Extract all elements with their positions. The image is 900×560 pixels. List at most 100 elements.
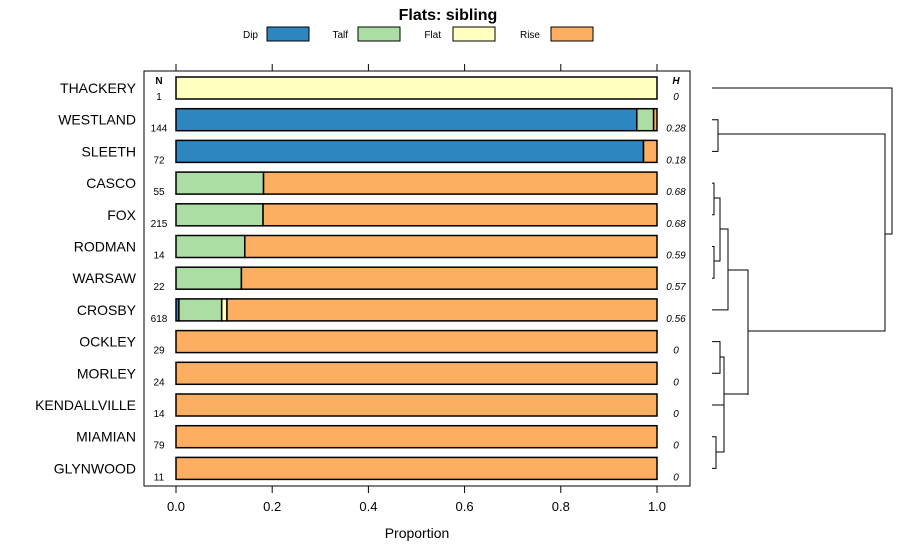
row-n-value: 24	[153, 377, 165, 388]
bar-segment-rise	[175, 424, 658, 449]
row-h-value: 0.59	[666, 251, 686, 262]
row-n-value: 55	[153, 187, 165, 198]
x-axis: 0.0 0.2 0.4 0.6 0.8 1.0	[167, 486, 666, 514]
dendrogram-branch	[712, 182, 715, 216]
bar-segment-rise	[226, 298, 658, 322]
dendrogram-branch	[720, 356, 725, 430]
row-casco: CASCO 55 0.68	[86, 171, 686, 198]
dendrogram-branch	[712, 246, 715, 279]
bar-segment-rise	[262, 171, 658, 195]
row-h-value: 0	[673, 377, 679, 388]
n-column-header: N	[155, 76, 162, 87]
row-morley: MORLEY 24 0	[77, 361, 679, 388]
row-h-value: 0.56	[666, 314, 686, 325]
row-label: WESTLAND	[58, 112, 136, 128]
bar-segment-rise	[652, 107, 658, 132]
row-label: CROSBY	[77, 302, 137, 318]
row-westland: WESTLAND 144 0.28	[58, 107, 686, 135]
legend-swatch-talf	[357, 26, 401, 42]
h-column-header: H	[672, 76, 680, 87]
x-tick-label: 0.0	[167, 499, 185, 514]
row-fox: FOX 215 0.68	[107, 203, 686, 230]
row-h-value: 0	[673, 441, 679, 452]
bar-segment-rise	[175, 361, 658, 386]
row-n-value: 79	[153, 441, 165, 452]
row-n-value: 1	[156, 92, 162, 103]
row-rodman: RODMAN 14 0.59	[74, 234, 686, 262]
row-h-value: 0.68	[666, 219, 686, 230]
row-kendallville: KENDALLVILLE 14 0	[35, 393, 679, 420]
row-ockley: OCKLEY 29 0	[79, 329, 679, 357]
row-label: WARSAW	[72, 270, 136, 286]
row-h-value: 0	[673, 92, 679, 103]
x-tick-label: 0.8	[552, 499, 570, 514]
top-axis-ticks	[175, 64, 658, 71]
row-n-value: 29	[153, 346, 165, 357]
bar-segment-talf	[636, 107, 655, 132]
x-tick-label: 0.4	[359, 499, 377, 514]
dendrogram-branch	[718, 133, 886, 332]
legend-label-rise: Rise	[520, 30, 540, 41]
row-label: THACKERY	[60, 80, 137, 96]
bar-segment-rise	[642, 139, 658, 164]
dendrogram	[712, 87, 893, 469]
dendrogram-branch	[712, 436, 717, 469]
row-n-value: 22	[153, 282, 165, 293]
bar-segment-flat	[220, 298, 228, 322]
legend-swatch-dip	[266, 26, 310, 42]
bar-segment-talf	[175, 203, 264, 227]
row-n-value: 14	[153, 251, 165, 262]
bar-segment-talf	[175, 234, 246, 259]
x-tick-label: 0.2	[263, 499, 281, 514]
bar-segment-rise	[175, 329, 658, 354]
bar-segment-rise	[240, 266, 658, 290]
legend-label-dip: Dip	[243, 30, 258, 41]
row-thackery: THACKERY 1 0	[60, 76, 679, 103]
row-h-value: 0.28	[666, 124, 686, 135]
legend: Dip Talf Flat Rise	[243, 26, 594, 42]
row-crosby: CROSBY 618 0.56	[77, 298, 686, 325]
x-tick-label: 1.0	[648, 499, 666, 514]
dendrogram-branch	[728, 269, 749, 395]
bar-segment-talf	[178, 298, 223, 322]
bar-segment-flat	[175, 76, 658, 100]
row-label: OCKLEY	[79, 334, 136, 350]
row-n-value: 72	[153, 155, 165, 166]
bar-segment-rise	[175, 393, 658, 417]
bar-segment-dip	[175, 139, 645, 164]
row-label: KENDALLVILLE	[35, 397, 136, 413]
legend-swatch-flat	[452, 26, 496, 42]
bar-rows: THACKERY 1 0 WESTLAND 144 0.28 SLEETH 72 0.18 CAS…	[35, 76, 686, 483]
bar-segment-rise	[262, 203, 658, 227]
row-label: FOX	[107, 207, 136, 223]
row-label: MIAMIAN	[76, 429, 136, 445]
row-h-value: 0	[673, 472, 679, 483]
plot-frame	[143, 70, 691, 487]
row-n-value: 215	[151, 219, 168, 230]
bar-segment-talf	[175, 266, 243, 290]
row-label: SLEETH	[82, 143, 136, 159]
row-label: CASCO	[86, 175, 136, 191]
row-warsaw: WARSAW 22 0.57	[72, 266, 686, 293]
row-label: GLYNWOOD	[54, 460, 136, 476]
dendrogram-branch	[714, 197, 721, 262]
dendrogram-branch	[712, 404, 725, 453]
x-axis-label: Proportion	[385, 525, 450, 541]
row-n-value: 14	[153, 409, 165, 420]
row-h-value: 0.57	[666, 282, 686, 293]
bar-segment-talf	[175, 171, 265, 195]
row-h-value: 0	[673, 346, 679, 357]
dendrogram-branch	[712, 119, 719, 152]
row-n-value: 618	[151, 314, 168, 325]
row-miamian: MIAMIAN 79 0	[76, 424, 679, 452]
row-label: RODMAN	[74, 239, 136, 255]
row-n-value: 144	[151, 124, 168, 135]
dendrogram-branch	[712, 228, 729, 311]
dendrogram-branch	[712, 87, 893, 235]
legend-swatch-rise	[550, 26, 594, 42]
row-h-value: 0.68	[666, 187, 686, 198]
bar-segment-dip	[175, 107, 638, 132]
bar-segment-rise	[244, 234, 658, 259]
row-h-value: 0	[673, 409, 679, 420]
